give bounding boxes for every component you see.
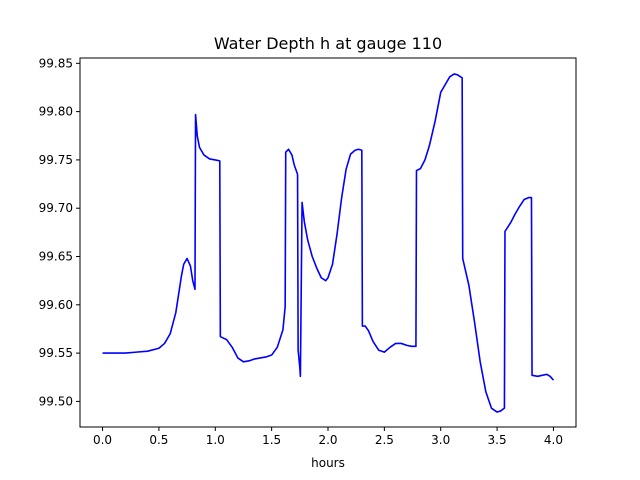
x-tick-label: 3.0: [431, 433, 450, 447]
chart-title: Water Depth h at gauge 110: [214, 34, 442, 53]
y-tick-label: 99.85: [39, 56, 73, 70]
y-tick-label: 99.65: [39, 250, 73, 264]
y-tick-label: 99.75: [39, 153, 73, 167]
y-tick-label: 99.55: [39, 346, 73, 360]
y-tick-label: 99.50: [39, 394, 73, 408]
y-tick-label: 99.60: [39, 298, 73, 312]
x-axis-label: hours: [311, 456, 345, 470]
x-tick-label: 3.5: [488, 433, 507, 447]
x-tick-label: 2.5: [375, 433, 394, 447]
x-tick-label: 4.0: [544, 433, 563, 447]
x-tick-label: 0.5: [149, 433, 168, 447]
y-tick-label: 99.70: [39, 201, 73, 215]
y-axis: 99.50 99.55 99.60 99.65 99.70 99.75 99.80 99.85: [39, 56, 80, 408]
series-line-0: [102, 73, 555, 413]
x-axis: 0.0 0.5 1.0 1.5 2.0 2.5 3.0 3.5 4.0: [93, 427, 563, 447]
y-tick-label: 99.80: [39, 105, 73, 119]
x-tick-label: 1.0: [206, 433, 225, 447]
x-tick-label: 0.0: [93, 433, 112, 447]
x-tick-label: 2.0: [318, 433, 337, 447]
x-tick-label: 1.5: [262, 433, 281, 447]
